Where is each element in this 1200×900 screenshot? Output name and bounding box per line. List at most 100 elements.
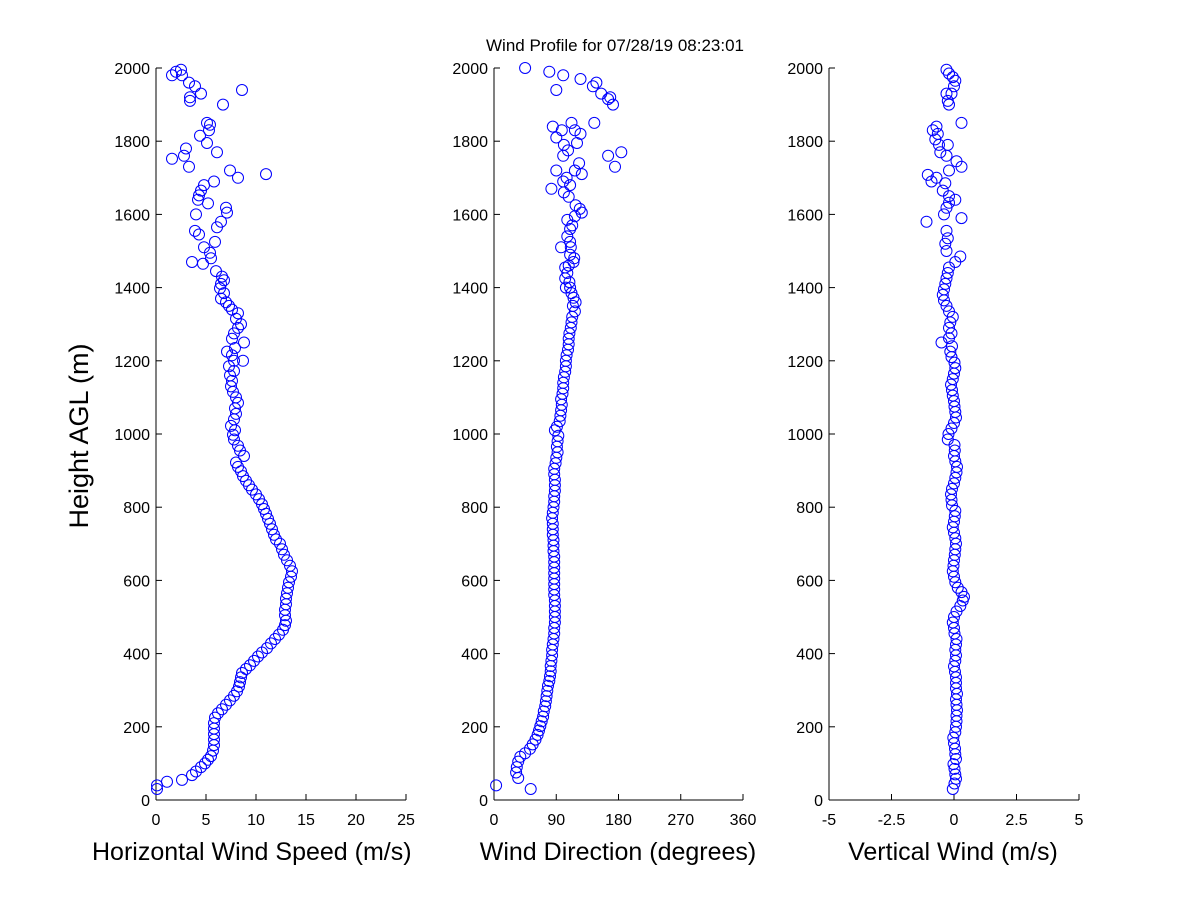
data-point — [199, 757, 211, 770]
data-point — [940, 299, 953, 312]
data-point — [550, 420, 563, 433]
data-point — [951, 460, 963, 473]
data-point — [575, 168, 588, 181]
x-tick-label: 270 — [667, 812, 694, 829]
data-point — [215, 292, 227, 305]
data-point — [204, 118, 216, 131]
data-point — [284, 559, 296, 572]
data-point — [561, 213, 574, 226]
data-point — [195, 184, 207, 197]
data-point — [198, 241, 210, 254]
data-point — [941, 232, 954, 245]
data-point — [569, 199, 582, 212]
data-point — [938, 208, 950, 221]
y-tick-label: 200 — [123, 720, 150, 737]
data-point — [221, 206, 233, 219]
data-point — [281, 554, 293, 567]
data-point — [544, 665, 557, 678]
data-point — [550, 84, 563, 96]
data-point — [934, 146, 947, 159]
data-point — [615, 146, 628, 159]
x-tick-label: 5 — [1075, 812, 1084, 829]
data-point — [929, 133, 942, 146]
data-point — [941, 94, 954, 107]
data-point — [240, 663, 252, 675]
data-point — [936, 184, 949, 197]
data-point — [539, 700, 552, 713]
data-point — [566, 299, 579, 312]
data-point — [202, 197, 214, 210]
data-point — [935, 336, 948, 349]
data-point — [490, 779, 503, 792]
data-point — [941, 267, 954, 279]
x-tick-label: 15 — [297, 812, 315, 829]
y-tick-label: 400 — [461, 647, 488, 664]
data-point — [166, 152, 178, 165]
data-point — [265, 637, 277, 650]
y-tick-label: 1400 — [114, 281, 150, 298]
data-point — [948, 477, 960, 490]
data-point — [564, 248, 577, 261]
x-tick-label: 0 — [152, 812, 161, 829]
data-point — [260, 168, 272, 181]
data-point — [574, 73, 587, 85]
data-point — [590, 76, 603, 89]
data-point — [524, 783, 537, 795]
y-tick-label: 0 — [141, 793, 150, 810]
x-axis-label: Vertical Wind (m/s) — [848, 838, 1058, 866]
y-tick-label: 1800 — [452, 134, 488, 151]
x-tick-label: 0 — [490, 812, 499, 829]
data-point — [220, 201, 232, 214]
data-point — [586, 80, 599, 93]
x-tick-label: 20 — [347, 812, 365, 829]
data-point — [936, 288, 949, 301]
y-tick-label: 400 — [796, 647, 823, 664]
y-tick-label: 2000 — [114, 61, 150, 78]
data-point — [261, 642, 273, 655]
y-tick-label: 1800 — [114, 134, 150, 151]
data-point — [940, 149, 953, 162]
data-point — [534, 720, 547, 733]
data-point — [609, 160, 621, 173]
data-point — [955, 212, 968, 225]
data-point — [942, 428, 955, 440]
data-point — [941, 433, 954, 446]
data-point — [226, 374, 238, 387]
data-point — [949, 532, 962, 545]
data-point — [230, 456, 242, 469]
data-point — [948, 777, 961, 790]
y-tick-label: 800 — [461, 500, 488, 517]
data-point — [205, 750, 217, 763]
data-point — [540, 690, 553, 703]
data-point — [232, 396, 244, 409]
data-point — [557, 69, 570, 82]
data-point — [244, 659, 256, 672]
data-point — [930, 171, 943, 184]
data-point — [283, 576, 295, 589]
data-point — [557, 186, 570, 199]
data-point — [226, 303, 238, 316]
data-point — [269, 633, 281, 645]
panel-2: 0 200 400 600 800 1000 1200 1400 1600 1800 2000 0 90… — [452, 61, 756, 866]
data-point — [595, 87, 608, 100]
y-axis-label: Height AGL (m) — [64, 343, 94, 528]
y-tick-label: 400 — [123, 647, 150, 664]
data-point — [221, 345, 233, 358]
panel-3: 0 200 400 600 800 1000 1200 1400 1600 1800 2000 -5 -… — [787, 61, 1083, 866]
data-point — [236, 667, 248, 679]
data-point — [202, 753, 214, 766]
data-point — [951, 581, 964, 594]
data-point — [955, 586, 968, 599]
y-tick-label: 200 — [796, 720, 823, 737]
data-point — [943, 305, 955, 318]
data-point — [946, 373, 959, 386]
data-point — [248, 654, 260, 667]
data-point — [949, 362, 962, 375]
data-point — [950, 633, 963, 645]
data-point — [955, 160, 968, 173]
data-point — [943, 164, 955, 177]
data-point — [544, 670, 556, 683]
data-point — [543, 675, 556, 687]
data-point — [949, 74, 962, 87]
data-point — [252, 650, 264, 663]
